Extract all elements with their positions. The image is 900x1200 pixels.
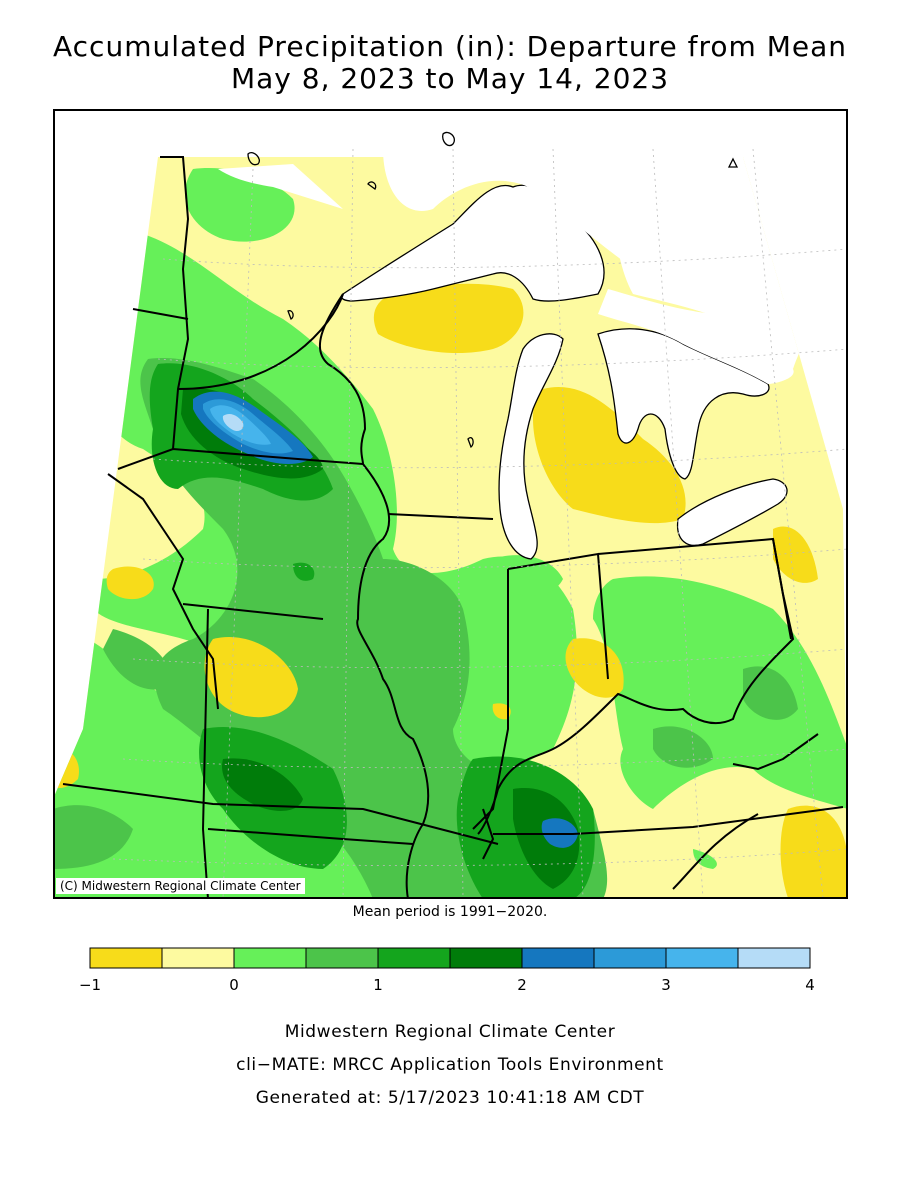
legend-tick-label: 1 [373,976,383,994]
map-frame [53,109,848,899]
color-legend: −1 0 1 2 3 4 [79,947,815,994]
legend-swatch [665,947,739,969]
state-border [672,813,759,890]
legend-tick-label: −1 [79,976,101,994]
state-boundaries [62,156,844,899]
state-border [201,608,209,899]
state-border [477,538,795,835]
precip-contours [53,157,848,898]
legend-tick-label: 0 [229,976,239,994]
map-title: Accumulated Precipitation (in): Departur… [53,30,847,63]
legend-tick-label: 2 [517,976,527,994]
state-border [207,828,414,845]
legend-swatch [305,947,379,969]
state-border [62,783,499,845]
map-date-range: May 8, 2023 to May 14, 2023 [230,62,670,95]
lake-michigan [498,333,564,560]
legend-swatch [377,947,451,969]
legend-swatch [449,947,523,969]
state-border [107,473,219,710]
precipitation-departure-map [53,109,848,899]
legend-tick-label: 4 [805,976,815,994]
legend-tick-label: 3 [661,976,671,994]
graticule [112,148,848,899]
lake-superior [341,184,605,302]
legend-swatch [521,947,595,969]
legend-swatch [593,947,667,969]
state-border [493,806,844,835]
state-border [117,447,364,470]
legend-swatch [161,947,235,969]
map-credit: (C) Midwestern Regional Climate Center [56,878,305,894]
footer-tool-name: cli−MATE: MRCC Application Tools Environ… [236,1055,664,1075]
mean-period-note: Mean period is 1991−2020. [352,904,548,920]
state-border [482,808,495,860]
footer-generated-timestamp: Generated at: 5/17/2023 10:41:18 AM CDT [255,1088,645,1108]
state-border [132,308,189,320]
state-border [472,569,509,830]
state-border [177,293,344,390]
state-border [732,733,819,771]
state-border [387,513,494,520]
legend-swatch [737,947,811,969]
footer-organization: Midwestern Regional Climate Center [284,1022,616,1042]
coastlines [247,131,739,449]
state-border [318,293,430,899]
legend-swatch [89,947,163,969]
state-border [182,603,324,620]
legend-swatch [233,947,307,969]
